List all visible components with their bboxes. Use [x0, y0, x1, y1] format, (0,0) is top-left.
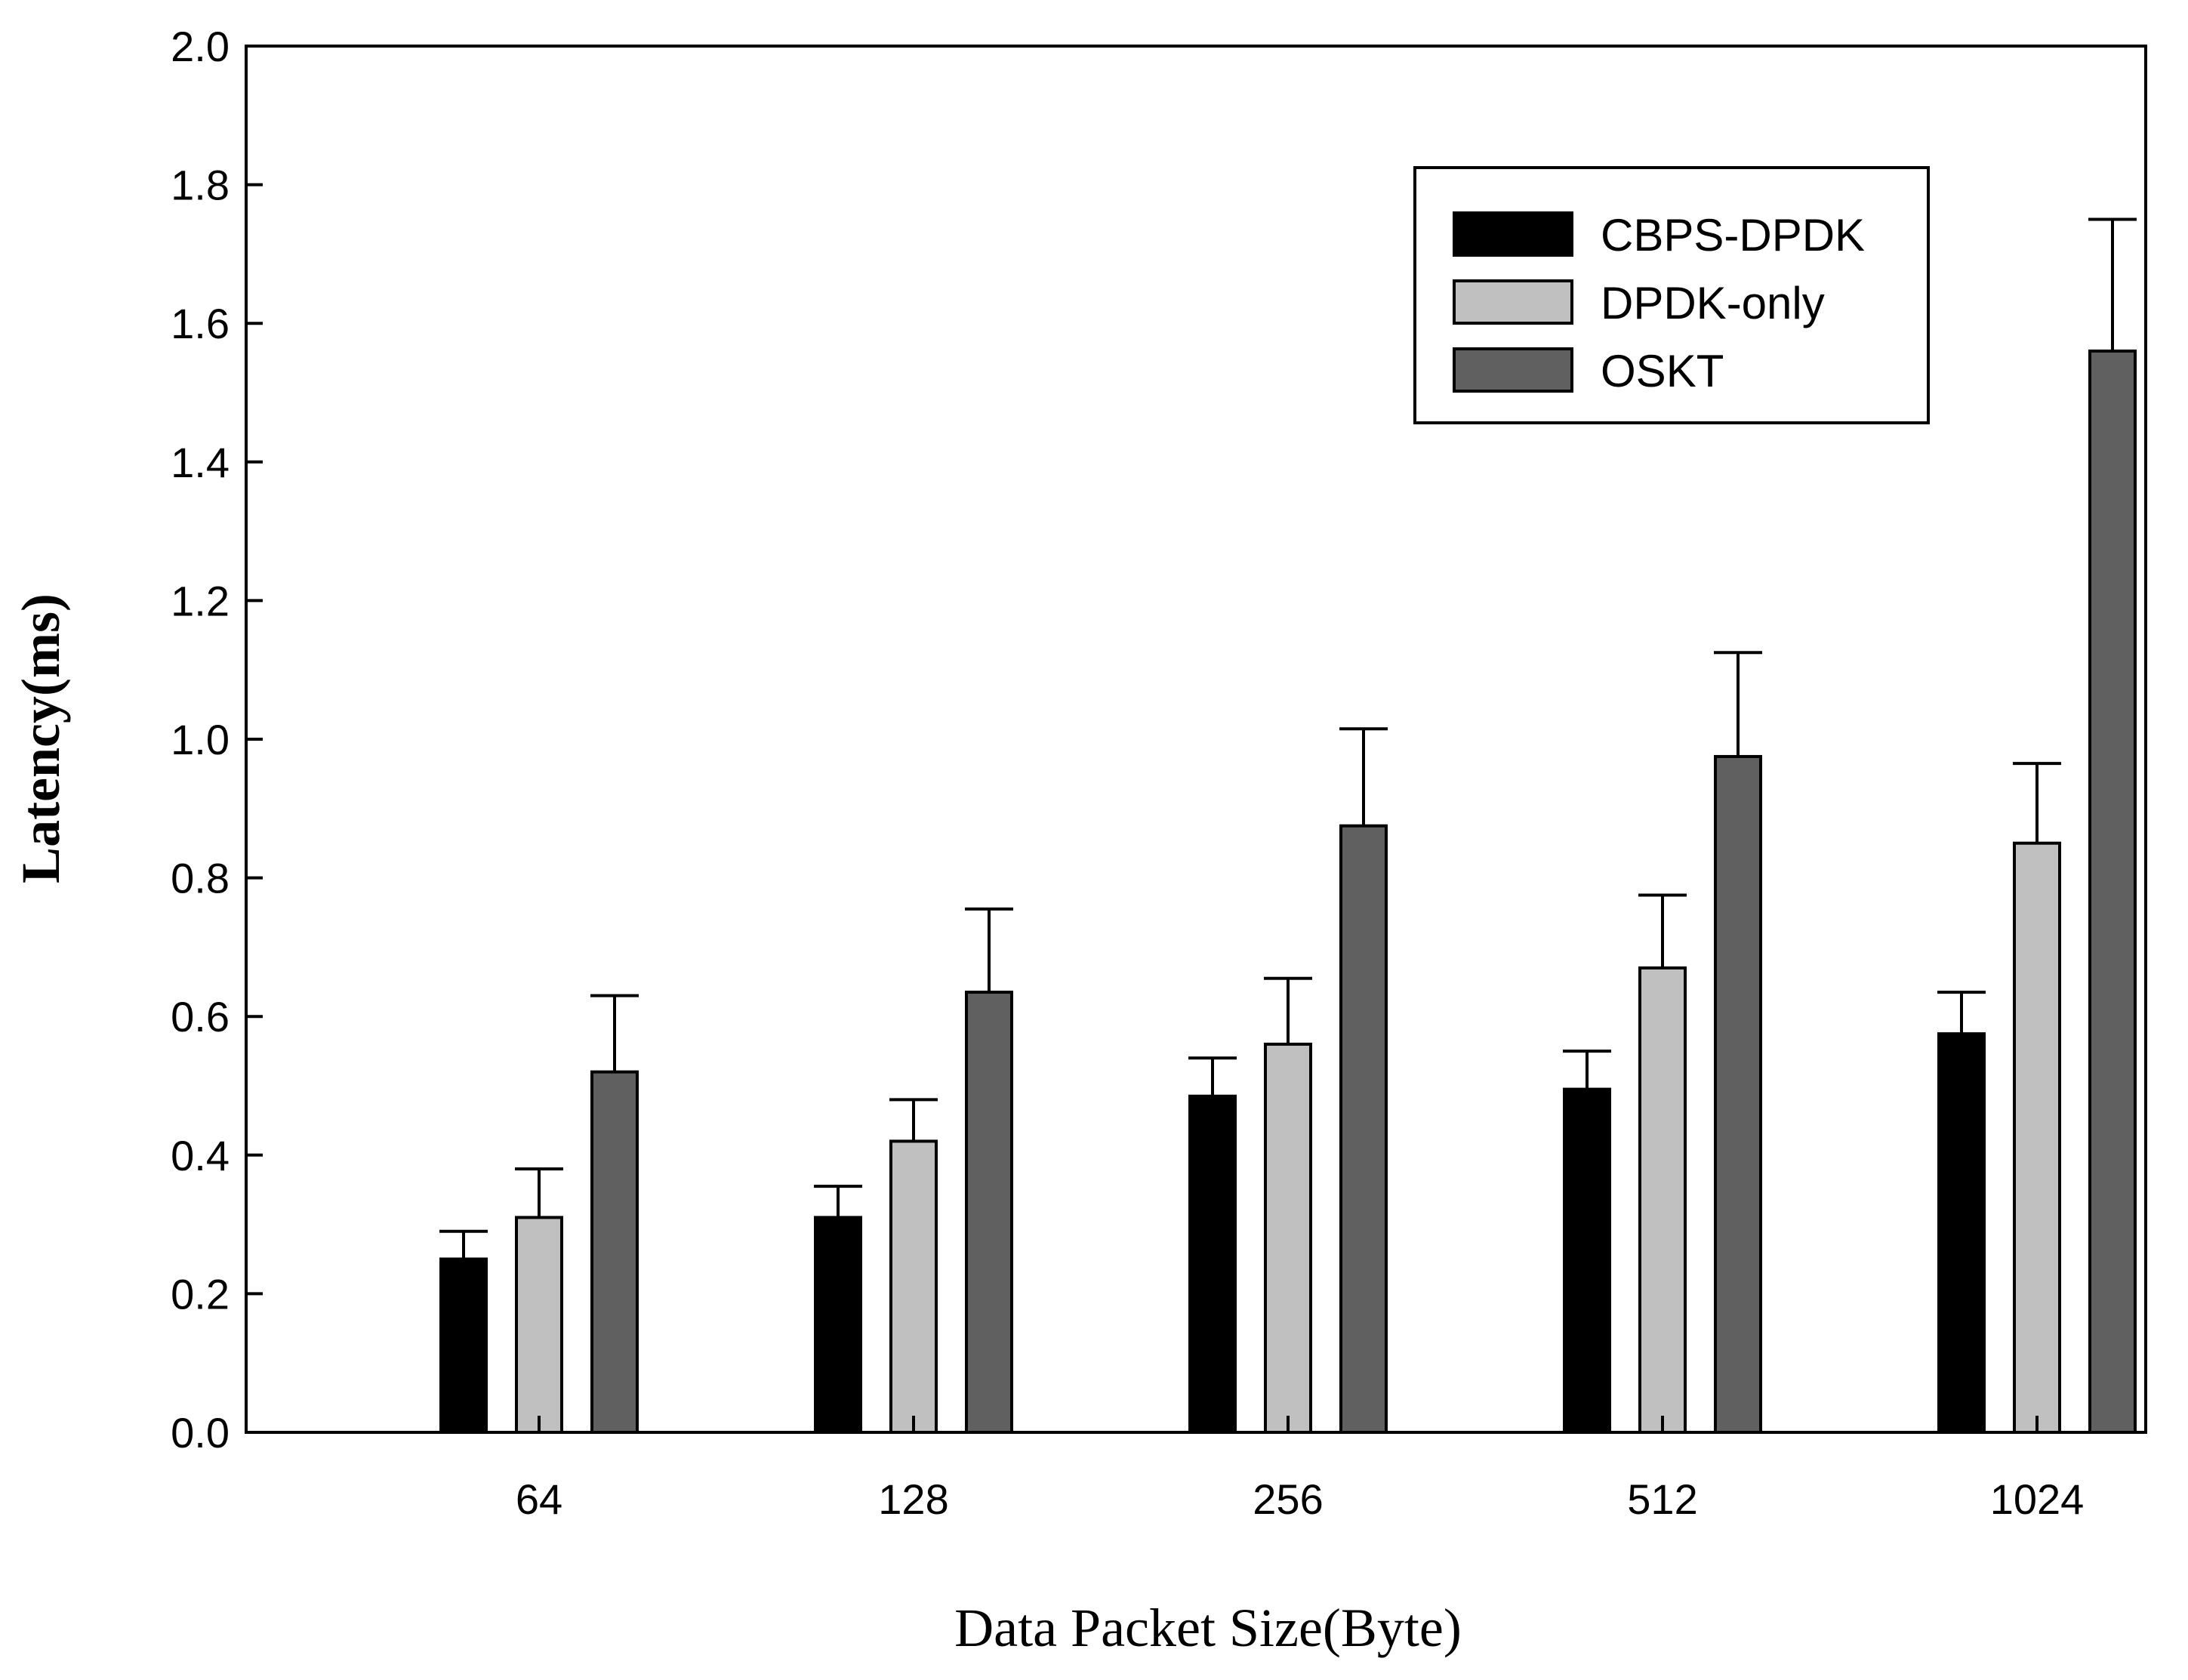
y-tick-label: 1.4 — [171, 439, 230, 486]
bar — [1339, 824, 1388, 1434]
x-tick-label: 128 — [878, 1475, 948, 1523]
y-tick-label: 0.0 — [171, 1409, 230, 1457]
y-tick-label: 1.2 — [171, 577, 230, 624]
bar — [1563, 1087, 1611, 1434]
bar — [590, 1070, 639, 1434]
legend-label: CBPS-DPDK — [1601, 210, 1865, 260]
y-tick-label: 1.8 — [171, 162, 230, 209]
x-tick-label: 512 — [1627, 1475, 1697, 1523]
legend-swatch — [1453, 211, 1573, 257]
y-tick-label: 1.6 — [171, 300, 230, 347]
y-tick-label: 1.0 — [171, 716, 230, 763]
bar — [814, 1216, 862, 1435]
y-tick-label: 0.6 — [171, 993, 230, 1040]
bars-layer — [439, 349, 2137, 1435]
legend-label: DPDK-only — [1601, 278, 1825, 328]
x-tick-label: 1024 — [1990, 1475, 2085, 1523]
legend-label: OSKT — [1601, 346, 1724, 396]
bar — [515, 1216, 563, 1435]
x-axis: 64 128 256 512 1024 — [516, 1416, 2084, 1523]
y-tick-label: 2.0 — [171, 23, 230, 70]
legend: CBPS-DPDK DPDK-only OSKT — [1413, 166, 1930, 424]
error-bars-layer — [439, 217, 2137, 1259]
bar — [439, 1257, 488, 1434]
bar — [965, 991, 1013, 1434]
bar — [1638, 966, 1687, 1434]
bar — [1937, 1032, 1986, 1434]
legend-swatch — [1453, 347, 1573, 393]
bar — [1714, 754, 1762, 1434]
y-tick-label: 0.8 — [171, 855, 230, 902]
x-tick-label: 256 — [1253, 1475, 1323, 1523]
bar — [889, 1139, 938, 1434]
x-axis-label: Data Packet Size(Byte) — [954, 1598, 1462, 1658]
y-tick-label: 0.4 — [171, 1132, 230, 1179]
bar — [1188, 1094, 1237, 1435]
y-tick-label: 0.2 — [171, 1270, 230, 1318]
bar — [2013, 841, 2061, 1434]
y-axis-label: Latency(ms) — [11, 593, 71, 883]
x-tick-label: 64 — [516, 1475, 562, 1523]
y-axis: 0.0 0.2 0.4 0.6 0.8 1.0 1.2 1.4 1.6 1.8 2.0 — [171, 23, 263, 1457]
bar — [1264, 1042, 1312, 1435]
bar — [2088, 349, 2137, 1434]
legend-swatch — [1453, 279, 1573, 325]
